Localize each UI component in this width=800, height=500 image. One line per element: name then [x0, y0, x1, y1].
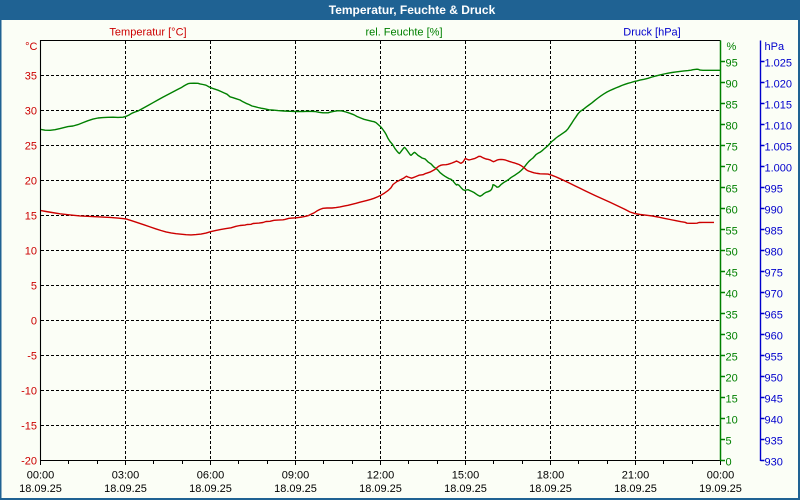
svg-text:960: 960 [765, 331, 783, 343]
svg-text:0: 0 [31, 316, 37, 328]
svg-text:00:00: 00:00 [27, 470, 55, 482]
svg-text:-15: -15 [21, 421, 37, 433]
svg-text:-20: -20 [21, 456, 37, 468]
svg-text:75: 75 [726, 142, 738, 154]
svg-text:-10: -10 [21, 386, 37, 398]
svg-text:1.005: 1.005 [765, 142, 793, 154]
svg-text:%: % [727, 41, 737, 53]
svg-text:985: 985 [765, 226, 783, 238]
svg-text:-5: -5 [27, 351, 37, 363]
svg-text:1.015: 1.015 [765, 100, 793, 112]
svg-text:940: 940 [765, 415, 783, 427]
svg-text:35: 35 [726, 310, 738, 322]
svg-text:25: 25 [25, 141, 37, 153]
svg-text:1.025: 1.025 [765, 58, 793, 70]
svg-text:18.09.25: 18.09.25 [19, 483, 62, 495]
svg-text:Druck [hPa]: Druck [hPa] [623, 27, 680, 39]
svg-text:35: 35 [25, 71, 37, 83]
svg-text:06:00: 06:00 [197, 470, 225, 482]
svg-text:Temperatur [°C]: Temperatur [°C] [109, 27, 186, 39]
svg-text:975: 975 [765, 268, 783, 280]
svg-text:15: 15 [726, 394, 738, 406]
svg-text:65: 65 [726, 184, 738, 196]
svg-text:1.020: 1.020 [765, 79, 793, 91]
svg-text:995: 995 [765, 184, 783, 196]
svg-text:980: 980 [765, 247, 783, 259]
svg-text:18.09.25: 18.09.25 [529, 483, 572, 495]
svg-text:45: 45 [726, 268, 738, 280]
svg-text:18.09.25: 18.09.25 [104, 483, 147, 495]
svg-text:18.09.25: 18.09.25 [274, 483, 317, 495]
svg-text:19.09.25: 19.09.25 [699, 483, 742, 495]
svg-text:hPa: hPa [765, 41, 785, 53]
svg-text:50: 50 [726, 247, 738, 259]
svg-text:1.000: 1.000 [765, 163, 793, 175]
svg-text:930: 930 [765, 457, 783, 469]
svg-text:95: 95 [726, 58, 738, 70]
svg-text:0: 0 [726, 457, 732, 469]
svg-text:Temperatur, Feuchte & Druck: Temperatur, Feuchte & Druck [329, 3, 496, 17]
svg-text:°C: °C [25, 41, 37, 53]
svg-text:40: 40 [726, 289, 738, 301]
svg-text:20: 20 [726, 373, 738, 385]
svg-text:945: 945 [765, 394, 783, 406]
svg-text:1.010: 1.010 [765, 121, 793, 133]
svg-text:09:00: 09:00 [282, 470, 310, 482]
svg-text:5: 5 [31, 281, 37, 293]
svg-text:18.09.25: 18.09.25 [189, 483, 232, 495]
svg-text:12:00: 12:00 [367, 470, 395, 482]
svg-text:990: 990 [765, 205, 783, 217]
svg-text:970: 970 [765, 289, 783, 301]
svg-text:5: 5 [726, 436, 732, 448]
svg-text:10: 10 [726, 415, 738, 427]
svg-text:80: 80 [726, 121, 738, 133]
svg-text:55: 55 [726, 226, 738, 238]
svg-text:15:00: 15:00 [452, 470, 480, 482]
svg-text:85: 85 [726, 100, 738, 112]
svg-text:18.09.25: 18.09.25 [359, 483, 402, 495]
svg-text:935: 935 [765, 436, 783, 448]
svg-text:965: 965 [765, 310, 783, 322]
svg-text:70: 70 [726, 163, 738, 175]
svg-text:950: 950 [765, 373, 783, 385]
svg-text:18.09.25: 18.09.25 [614, 483, 657, 495]
svg-text:30: 30 [25, 106, 37, 118]
svg-text:20: 20 [25, 176, 37, 188]
svg-text:90: 90 [726, 79, 738, 91]
svg-text:25: 25 [726, 352, 738, 364]
svg-text:15: 15 [25, 211, 37, 223]
svg-text:rel. Feuchte [%]: rel. Feuchte [%] [365, 27, 442, 39]
svg-text:955: 955 [765, 352, 783, 364]
svg-text:30: 30 [726, 331, 738, 343]
svg-text:21:00: 21:00 [622, 470, 650, 482]
svg-text:18:00: 18:00 [537, 470, 565, 482]
svg-text:03:00: 03:00 [112, 470, 140, 482]
svg-text:10: 10 [25, 246, 37, 258]
svg-text:60: 60 [726, 205, 738, 217]
svg-text:18.09.25: 18.09.25 [444, 483, 487, 495]
svg-text:00:00: 00:00 [707, 470, 735, 482]
